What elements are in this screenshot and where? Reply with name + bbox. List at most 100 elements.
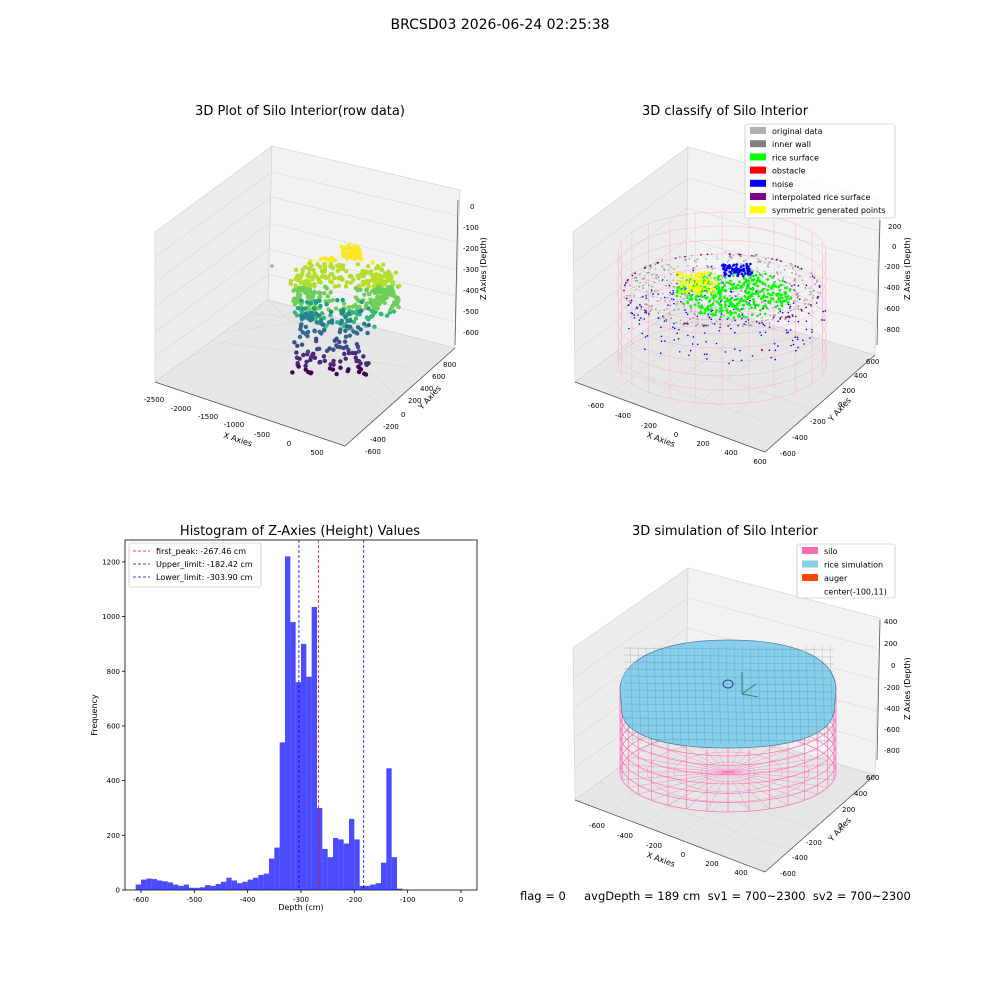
- scatter-point: [331, 358, 336, 364]
- scatter-point: [732, 254, 735, 257]
- scatter-point: [292, 310, 298, 315]
- status-footer: flag = 0 avgDepth = 189 cm sv1 = 700~230…: [520, 889, 911, 903]
- scatter-point: [650, 308, 653, 311]
- scatter-point: [650, 266, 653, 269]
- scatter-point: [756, 267, 759, 270]
- scatter-point: [791, 264, 793, 266]
- scatter-point: [686, 322, 689, 325]
- scatter-point: [740, 285, 744, 288]
- scatter-point: [714, 306, 717, 308]
- scatter-point: [753, 255, 756, 257]
- rice-mesh-line: [623, 647, 835, 651]
- scatter-point: [783, 299, 786, 303]
- x-tick-label: 0: [459, 896, 463, 904]
- scatter-point: [759, 331, 761, 334]
- scatter-point: [689, 305, 692, 308]
- scatter-point: [353, 316, 359, 321]
- scatter-point: [737, 293, 740, 296]
- scatter-point: [328, 309, 334, 315]
- scatter-point: [770, 296, 773, 300]
- scatter-point: [338, 321, 343, 326]
- scatter-point: [678, 291, 681, 295]
- scatter-point: [656, 273, 658, 276]
- scatter-point: [305, 273, 310, 278]
- scatter-point: [686, 275, 690, 278]
- scatter-point: [700, 253, 702, 256]
- histogram-bar: [135, 884, 141, 890]
- scatter-point: [679, 280, 682, 283]
- scatter-point: [643, 275, 646, 278]
- scatter-point: [684, 309, 687, 311]
- classify-ztick: -600: [884, 305, 900, 313]
- histogram-bar: [327, 857, 333, 890]
- scatter-point: [664, 300, 666, 302]
- scatter-point: [763, 312, 767, 316]
- scatter-point: [757, 258, 760, 260]
- scatter-point: [821, 319, 823, 321]
- histogram-bar: [301, 643, 307, 890]
- scatter-point: [726, 311, 729, 314]
- scatter-point: [689, 272, 693, 276]
- figure-title: BRCSD03 2026-06-24 02:25:38: [390, 17, 610, 33]
- scatter-point: [720, 274, 722, 277]
- scatter-point: [762, 291, 765, 294]
- scatter-point: [334, 343, 339, 348]
- rice-mesh-line: [741, 645, 746, 745]
- scatter-point: [689, 280, 693, 283]
- histogram-bar: [242, 881, 248, 890]
- scatter-point: [726, 299, 730, 303]
- scatter-point: [791, 314, 794, 316]
- scatter-point: [372, 324, 377, 329]
- scatter-point: [777, 285, 781, 288]
- scatter-point: [667, 304, 669, 306]
- scatter-point: [628, 327, 630, 330]
- sim-ztick: 200: [884, 640, 897, 648]
- scatter-point: [656, 300, 659, 303]
- scatter-point: [294, 350, 299, 355]
- scatter-point: [767, 300, 770, 304]
- scatter-point: [749, 281, 752, 283]
- scatter-point: [738, 314, 742, 318]
- scatter-point: [636, 307, 639, 310]
- raw-scatter-points: [270, 243, 402, 377]
- classify-zlabel: Z Axies (Depth): [903, 237, 912, 300]
- scatter-point: [304, 279, 309, 284]
- histogram-legend: first_peak: -267.46 cm Upper_limit: -182.…: [128, 542, 262, 588]
- scatter-point: [344, 280, 350, 285]
- legend-label: silo: [824, 547, 838, 556]
- scatter-point: [703, 353, 706, 356]
- scatter-point: [627, 278, 629, 281]
- scatter-point: [696, 291, 699, 295]
- scatter-point: [724, 294, 727, 297]
- scatter-point: [329, 279, 334, 285]
- scatter-point: [693, 289, 697, 293]
- rice-mesh-line: [637, 645, 642, 745]
- scatter-point: [319, 274, 325, 279]
- scatter-point: [729, 323, 731, 326]
- scatter-point: [373, 272, 378, 277]
- scatter-point: [370, 260, 375, 265]
- scatter-point: [326, 320, 332, 325]
- scatter-point: [723, 283, 726, 287]
- scatter-point: [303, 264, 308, 270]
- histogram-bar: [258, 874, 264, 890]
- scatter-point: [666, 296, 669, 299]
- scatter-point: [334, 336, 339, 341]
- scatter-point: [764, 287, 766, 290]
- scatter-point: [749, 276, 752, 279]
- scatter-point: [714, 278, 717, 281]
- scatter-point: [669, 273, 672, 276]
- scatter-point: [747, 319, 750, 321]
- raw-xtick: -2500: [144, 396, 164, 404]
- scatter-point: [779, 283, 783, 287]
- scatter-point: [639, 281, 642, 284]
- scatter-point: [707, 315, 709, 318]
- scatter-point: [677, 338, 680, 340]
- scatter-point: [321, 328, 327, 333]
- scatter-point: [638, 273, 641, 276]
- scatter-point: [661, 258, 664, 261]
- histogram-bar: [322, 848, 328, 890]
- rice-mesh-line: [645, 645, 650, 745]
- scatter-point: [803, 343, 805, 345]
- scatter-point: [705, 258, 707, 260]
